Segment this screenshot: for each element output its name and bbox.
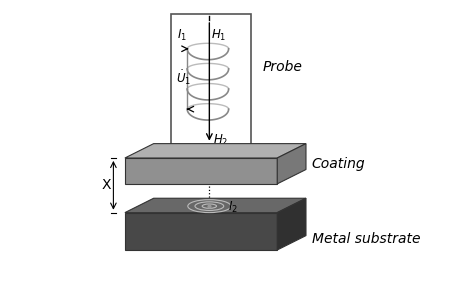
Text: Metal substrate: Metal substrate [312,232,420,246]
Polygon shape [125,144,306,158]
Text: $\dot{U}_1$: $\dot{U}_1$ [176,68,191,87]
Text: $I_2$: $I_2$ [228,200,238,215]
Text: $H_2$: $H_2$ [213,133,228,148]
Polygon shape [125,158,277,184]
Polygon shape [277,144,306,184]
Text: X: X [101,178,111,192]
Polygon shape [125,198,306,213]
Text: $H_1$: $H_1$ [211,28,227,43]
Text: Probe: Probe [263,60,303,74]
Polygon shape [125,213,277,250]
Polygon shape [171,14,251,146]
Text: $I_1$: $I_1$ [177,28,187,43]
Polygon shape [277,198,306,250]
Text: Coating: Coating [312,157,365,171]
